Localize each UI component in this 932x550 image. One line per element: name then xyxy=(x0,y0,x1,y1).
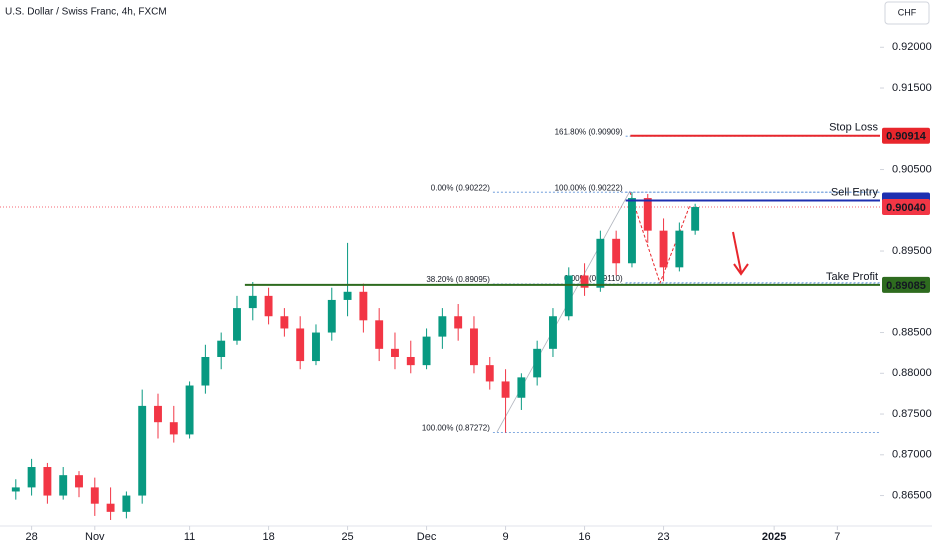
currency-box[interactable] xyxy=(884,1,930,25)
fib-label: 0.00% (0.90222) xyxy=(431,183,490,192)
candle-body xyxy=(59,475,68,496)
level-tag xyxy=(882,127,930,144)
candle-body xyxy=(549,316,557,349)
x-tick-label: 23 xyxy=(657,531,669,543)
candle-body xyxy=(454,316,463,329)
y-tick-label: 0.89500 xyxy=(892,245,932,257)
candle-body xyxy=(327,299,336,333)
candle-body xyxy=(27,467,36,488)
level-name: Sell Entry xyxy=(831,186,879,198)
candle-body xyxy=(154,405,162,423)
last-price-tag xyxy=(882,199,930,216)
candle-body xyxy=(138,405,147,496)
level-tag-label: 0.90914 xyxy=(886,131,927,143)
candle-body xyxy=(359,291,368,321)
candle-body xyxy=(406,356,415,366)
candle-body xyxy=(296,328,305,362)
candle-body xyxy=(312,332,320,362)
currency: CHF xyxy=(898,7,917,17)
candle-body xyxy=(691,207,700,231)
level-name: Stop Loss xyxy=(829,122,878,134)
x-tick-label: 18 xyxy=(262,531,274,543)
y-tick-label: 0.92000 xyxy=(892,41,932,53)
fib-label: 0.00% (0.89110) xyxy=(564,274,623,283)
level-tag xyxy=(882,276,930,293)
candle-body xyxy=(659,230,668,268)
candle-body xyxy=(185,385,194,435)
x-tick-label: 16 xyxy=(578,531,590,543)
candle-body xyxy=(343,291,352,300)
candle-body xyxy=(375,320,384,349)
candle-body xyxy=(169,422,178,435)
x-tick-label: 9 xyxy=(503,531,509,543)
level-tag-label: 0.89085 xyxy=(886,280,926,292)
candle-body xyxy=(485,365,494,382)
candle-body xyxy=(501,381,510,398)
candle-body xyxy=(106,503,115,512)
x-tick-label: 25 xyxy=(341,531,353,543)
y-tick-label: 0.87500 xyxy=(892,408,932,420)
candle-body xyxy=(75,475,83,488)
candle-body xyxy=(122,495,131,512)
x-tick-label: 7 xyxy=(834,531,840,543)
chart-title: U.S. Dollar / Swiss Franc, 4h, FXCM xyxy=(5,7,167,18)
candle-body xyxy=(201,356,210,386)
candle-body xyxy=(517,377,526,398)
candle-body xyxy=(217,340,226,357)
candle-body xyxy=(564,275,573,317)
y-tick-label: 0.91500 xyxy=(892,82,932,94)
candle-body xyxy=(233,308,241,341)
y-tick-label: 0.86500 xyxy=(892,489,932,501)
candle-body xyxy=(470,328,478,366)
fib-label: 100.00% (0.90222) xyxy=(555,183,623,192)
last-price-label: 0.90040 xyxy=(886,202,926,214)
y-tick-label: 0.88500 xyxy=(892,326,932,338)
candle-body xyxy=(596,238,605,288)
candle-body xyxy=(43,467,52,496)
candle-body xyxy=(675,230,684,268)
arrow-head xyxy=(733,263,749,276)
x-tick-label: Nov xyxy=(85,531,105,543)
arrow xyxy=(732,231,742,273)
candle-body xyxy=(612,238,621,264)
level-name: Take Profit xyxy=(826,271,878,283)
x-tick-label: 2025 xyxy=(762,531,786,543)
y-tick-label: 0.87000 xyxy=(892,449,932,461)
candle-body xyxy=(422,336,431,366)
candle-body xyxy=(280,316,289,329)
fib-label: 100.00% (0.87272) xyxy=(422,424,490,433)
x-tick-label: Dec xyxy=(417,531,437,543)
candle-body xyxy=(533,348,542,378)
candle-body xyxy=(248,295,257,309)
x-tick-label: 11 xyxy=(184,531,195,543)
y-tick-label: 0.90500 xyxy=(892,163,932,175)
fib-label: 161.80% (0.90909) xyxy=(555,127,623,136)
candle-body xyxy=(643,198,652,231)
candle-body xyxy=(11,487,20,492)
candle-body xyxy=(628,198,636,264)
candle-body xyxy=(90,487,99,504)
y-tick-label: 0.88000 xyxy=(892,367,932,379)
candle-body xyxy=(264,295,273,317)
candle-body xyxy=(580,275,589,288)
candle-body xyxy=(391,348,399,357)
x-tick-label: 28 xyxy=(25,531,37,543)
candle-body xyxy=(438,316,447,337)
fib-label: 38.20% (0.89095) xyxy=(426,275,490,284)
